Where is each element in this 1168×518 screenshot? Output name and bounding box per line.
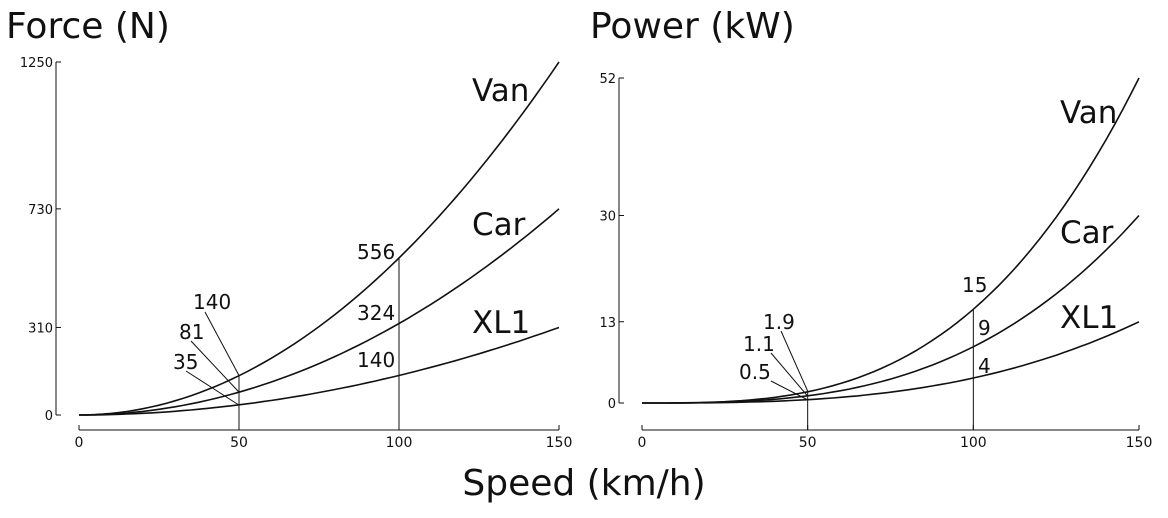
annotation-label: 1.1 xyxy=(743,332,775,356)
annotation-leader-line xyxy=(190,340,240,393)
annotation-label: 15 xyxy=(962,273,987,297)
force-chart: 0 310 730 1250 0 50 100 150 Van Car XL1 140 81 35 556 3… xyxy=(20,56,572,451)
annotation-leader-line xyxy=(204,311,240,376)
annotation-label: 4 xyxy=(978,354,991,378)
annotation-label: 35 xyxy=(173,350,198,374)
annotation-label: 324 xyxy=(357,301,395,325)
y-tick-label: 30 xyxy=(599,210,616,225)
series-line-car xyxy=(78,208,560,416)
x-tick-label: 0 xyxy=(638,435,647,451)
y-tick-label: 52 xyxy=(599,72,616,87)
y-tick-label: 730 xyxy=(28,203,53,218)
x-tick-label: 50 xyxy=(799,435,817,451)
series-label-xl1: XL1 xyxy=(1060,300,1118,336)
y-tick-label: 13 xyxy=(599,316,616,331)
y-tick-label: 310 xyxy=(28,321,53,336)
annotation-leader-line xyxy=(185,370,240,406)
force-chart-title: Force (N) xyxy=(6,6,170,47)
annotation-label: 9 xyxy=(978,316,991,340)
annotation-leader-line xyxy=(770,380,808,401)
x-tick-label: 0 xyxy=(75,435,84,451)
shared-x-axis-label: Speed (km/h) xyxy=(462,463,705,504)
series-line-xl1 xyxy=(642,321,1140,404)
annotation-label: 140 xyxy=(193,290,231,314)
power-chart-title: Power (kW) xyxy=(590,6,795,47)
series-line-xl1 xyxy=(79,326,560,416)
y-tick-label: 0 xyxy=(608,397,616,412)
annotation-label: 1.9 xyxy=(763,310,795,334)
series-label-xl1: XL1 xyxy=(472,305,530,341)
power-chart: 0 13 30 52 0 50 100 150 Van Car XL1 1.91.1 0.5 15 9 4 xyxy=(599,72,1152,451)
x-tick-label: 150 xyxy=(546,435,573,451)
annotation-label: 81 xyxy=(179,320,204,344)
series-label-van: Van xyxy=(1060,95,1117,131)
annotation-leader-line xyxy=(780,330,809,392)
x-tick-label: 50 xyxy=(230,435,248,451)
y-tick-label: 1250 xyxy=(20,56,53,71)
y-tick-label: 0 xyxy=(45,409,53,424)
series-label-car: Car xyxy=(1060,215,1114,251)
annotation-label: 140 xyxy=(357,348,395,372)
series-label-car: Car xyxy=(472,207,526,243)
series-line-van xyxy=(78,61,560,416)
annotation-label: 556 xyxy=(357,240,395,264)
annotation-leader-line xyxy=(770,352,809,397)
x-tick-label: 100 xyxy=(386,435,413,451)
x-tick-label: 100 xyxy=(960,435,987,451)
series-label-van: Van xyxy=(472,73,529,109)
x-tick-label: 150 xyxy=(1126,435,1153,451)
annotation-label: 0.5 xyxy=(739,360,771,384)
